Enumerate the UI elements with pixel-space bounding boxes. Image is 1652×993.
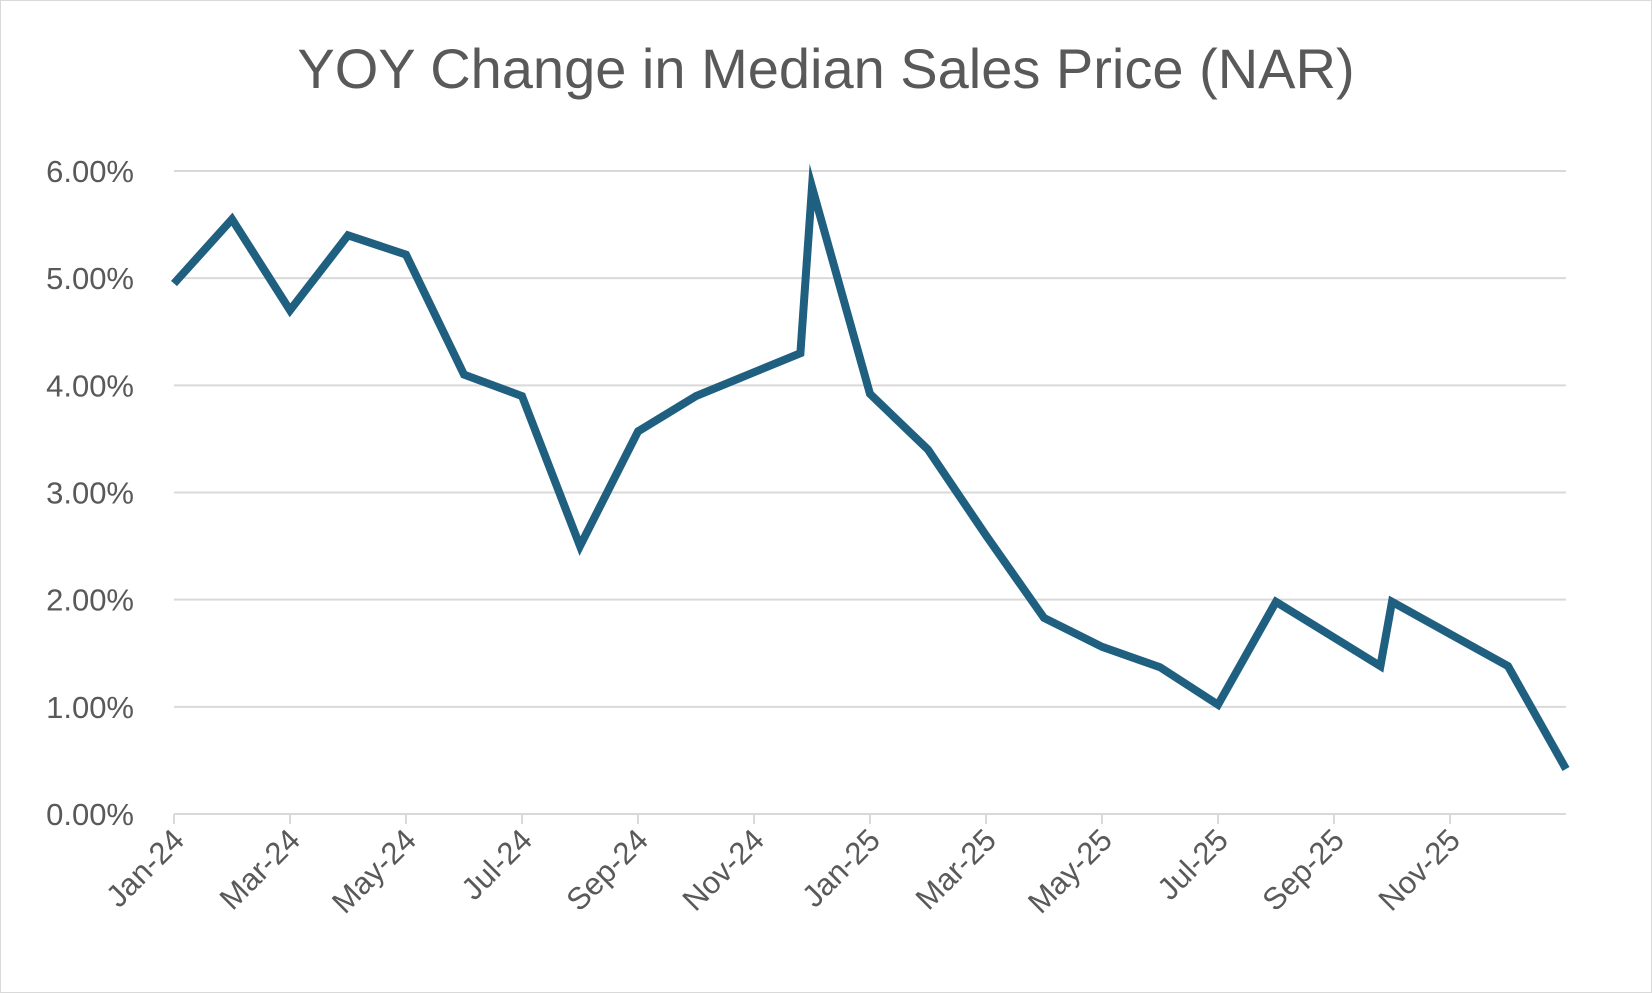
x-tick-label: Mar-25 — [909, 822, 1003, 916]
y-tick-label: 3.00% — [46, 476, 134, 511]
y-tick-label: 5.00% — [46, 261, 134, 296]
x-tick-label: Jan-24 — [99, 822, 191, 914]
x-tick-label: Mar-24 — [213, 822, 307, 916]
x-tick-label: Nov-24 — [676, 822, 771, 917]
series-group — [171, 163, 1570, 771]
y-axis-labels: 0.00% 1.00% 2.00% 3.00% 4.00% 5.00% 6.00% — [46, 154, 134, 832]
x-tick-label: Sep-25 — [1256, 822, 1351, 917]
x-tick-label: Sep-24 — [560, 822, 655, 917]
y-tick-label: 0.00% — [46, 797, 134, 832]
x-axis — [173, 813, 1566, 824]
chart-title: YOY Change in Median Sales Price (NAR) — [297, 37, 1355, 100]
series-line — [171, 163, 1570, 771]
x-tick-label: Jul-24 — [454, 822, 538, 906]
x-tick-label: Nov-25 — [1372, 822, 1467, 917]
y-tick-label: 6.00% — [46, 154, 134, 189]
gridlines — [174, 170, 1566, 708]
x-tick-label: May-25 — [1021, 822, 1119, 920]
x-tick-label: May-24 — [325, 822, 423, 920]
y-tick-label: 1.00% — [46, 690, 134, 725]
x-tick-label: Jan-25 — [795, 822, 887, 914]
y-tick-label: 4.00% — [46, 368, 134, 403]
y-tick-label: 2.00% — [46, 583, 134, 618]
x-axis-labels: Jan-24 Mar-24 May-24 Jul-24 Sep-24 Nov-24 Jan-… — [99, 822, 1467, 920]
x-tick-label: Jul-25 — [1150, 822, 1234, 906]
